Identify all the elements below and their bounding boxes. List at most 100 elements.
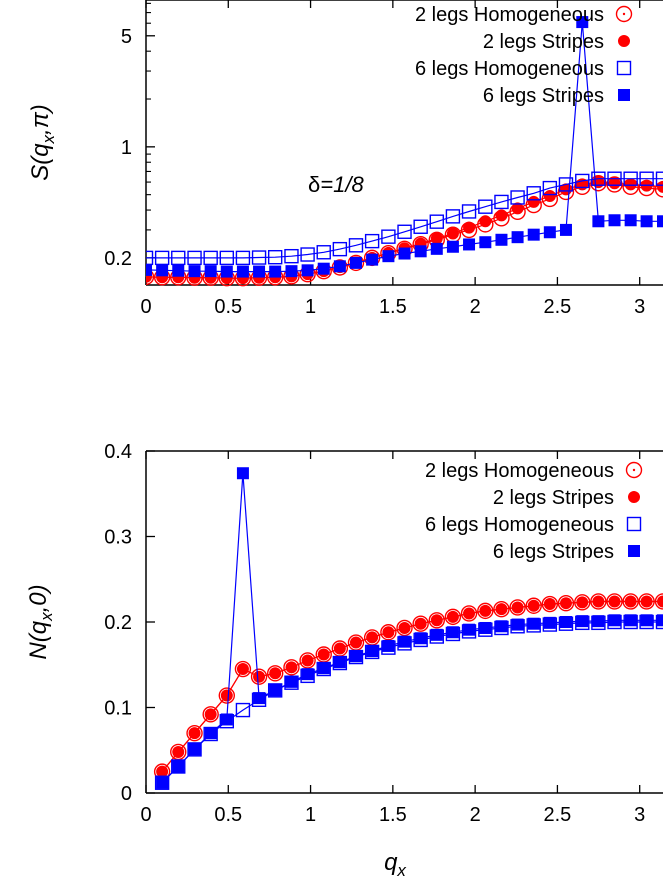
panel-2-series-4-point-5 — [236, 467, 249, 480]
panel-2-series-2-point-24 — [543, 598, 556, 611]
panel-1-series-4-point-22 — [495, 233, 508, 246]
panel-2-xlabel: qx — [384, 849, 406, 880]
panel-1-ytick-label-1: 1 — [121, 137, 132, 159]
panel-2-series-4-point-15 — [398, 635, 411, 648]
panel-2-series-2-point-5 — [236, 663, 249, 676]
panel-2-series-1-point-23 — [525, 597, 542, 614]
panel-2-series-1-point-9 — [299, 652, 316, 669]
panel-1-legend-marker-4 — [618, 89, 630, 101]
panel-2-ytick-label-1: 0.1 — [104, 698, 132, 720]
panel-2-series-2-point-14 — [382, 626, 395, 639]
panel-1-legend-marker-1 — [615, 5, 633, 23]
panel-2-legend-marker-1 — [625, 461, 643, 479]
panel-2-series-2-point-13 — [366, 631, 379, 644]
panel-2-series-2-point-1 — [172, 745, 185, 758]
panel-2-series-2-point-30 — [640, 595, 653, 608]
panel-1-series-3-point-28 — [591, 171, 606, 186]
panel-2-series-4-point-23 — [527, 617, 540, 630]
panel-1-series-4-point-5 — [220, 265, 233, 278]
panel-2-series-4-point-21 — [495, 620, 508, 633]
panel-2-ytick-label-3: 0.3 — [104, 527, 132, 549]
panel-2-legend-label-1: 2 legs Homogeneous — [425, 460, 614, 482]
panel-1-series-4-point-32 — [657, 215, 663, 228]
panel-2-xtick-label-6: 3 — [634, 804, 645, 826]
panel-2-series-4 — [156, 467, 663, 789]
panel-1-series-3-line — [146, 178, 663, 259]
panel-2-series-1-point-22 — [509, 599, 526, 616]
panel-1-series-3-point-26 — [558, 177, 574, 192]
panel-1-series-1-point-13 — [347, 254, 365, 272]
panel-2-legend: 2 legs Homogeneous 2 legs Stripes 6 legs H… — [425, 460, 643, 563]
panel-2-series-2-point-22 — [511, 601, 524, 614]
panel-2-ytick-label-2: 0.2 — [104, 612, 132, 634]
panel-2-series-2-point-20 — [479, 604, 492, 617]
panel-2-series-4-point-18 — [446, 626, 459, 639]
panel-1-series-3-point-15 — [381, 229, 396, 244]
panel-2-series-4-point-28 — [608, 614, 621, 627]
panel-1-series-2-point-21 — [479, 215, 492, 228]
panel-1-series-2-point-24 — [527, 195, 540, 208]
panel-2-series-4-point-8 — [285, 675, 298, 688]
panel-2-ylabel: N(qx,0) — [25, 584, 56, 659]
panel-1-ytick-label-0: 0.2 — [104, 248, 132, 270]
panel-1-series-4-point-30 — [624, 214, 637, 227]
panel-1-series-3-point-30 — [623, 171, 638, 186]
panel-1-legend-label-3: 6 legs Homogeneous — [415, 58, 604, 80]
panel-1-series-4-point-13 — [349, 256, 362, 269]
panel-2-series-4-point-7 — [269, 684, 282, 697]
panel-2-series-1-point-3 — [202, 706, 219, 723]
panel-2-series-4-point-29 — [624, 614, 637, 627]
panel-1-series-1-point-29 — [606, 176, 623, 193]
panel-2-xtick-label-4: 2 — [470, 804, 481, 826]
panel-2-series-1-point-15 — [396, 619, 413, 637]
panel-1-series-3-point-24 — [526, 186, 541, 201]
panel-1-legend-marker-1-dot — [622, 12, 626, 16]
panel-1-xtick-label-3: 1.5 — [379, 296, 407, 318]
panel-1: 0 0.5 1 1.5 2 2.5 3 0.2 1 5 S(qx,π) δ=1/8 2 legs Hom… — [27, 0, 663, 318]
panel-1-series-3-point-21 — [478, 199, 493, 214]
panel-1-series-3-point-17 — [413, 219, 428, 234]
panel-1-series-4-point-10 — [301, 264, 314, 277]
panel-1-series-3-point-11 — [316, 245, 331, 260]
panel-2-series-4-point-14 — [382, 639, 395, 652]
panel-1-series-3-point-32 — [655, 171, 663, 186]
panel-2-series-2-point-21 — [495, 603, 508, 616]
panel-1-series-4-point-16 — [398, 247, 411, 260]
panel-1-series-4-point-28 — [592, 215, 605, 228]
panel-2-series-1-point-8 — [283, 659, 300, 676]
panel-2-series-1-point-5 — [234, 660, 252, 678]
panel-1-series-3 — [146, 171, 663, 266]
panel-2-series-4-point-30 — [640, 614, 653, 627]
panel-1-series-3-point-7 — [251, 250, 267, 265]
panel-1-legend-marker-3 — [616, 60, 632, 76]
panel-2-series-1-point-6 — [250, 668, 268, 685]
panel-2-legend-label-4: 6 legs Stripes — [493, 541, 614, 563]
panel-1-series-3-point-19 — [445, 209, 461, 224]
panel-1-series-3-point-6 — [235, 250, 251, 266]
panel-1-series-3-point-4 — [203, 250, 218, 266]
panel-1-legend-label-2: 2 legs Stripes — [483, 31, 604, 53]
panel-1-series-4-point-25 — [543, 226, 556, 239]
panel-1-series-3-point-18 — [429, 214, 444, 229]
panel-1-series-4-point-4 — [204, 265, 217, 278]
panel-2-xtick-label-0: 0 — [140, 804, 151, 826]
panel-1-series-4-point-8 — [269, 265, 282, 278]
panel-2-series-1-point-16 — [412, 615, 429, 632]
panel-1-ylabel: S(qx,π) — [27, 104, 58, 181]
panel-2-series-1-point-4 — [218, 687, 236, 704]
panel-2-series-2-point-6 — [253, 670, 266, 683]
panel-2-legend-marker-3 — [626, 516, 642, 532]
panel-1-series-2-point-22 — [495, 209, 508, 222]
panel-2-series-4-point-12 — [349, 650, 362, 663]
panel-1-series-3-point-27 — [575, 173, 590, 189]
panel-2-series-3-point-7 — [267, 683, 283, 698]
panel-2-series-4-point-10 — [317, 662, 330, 675]
panel-1-series-3-point-10 — [300, 247, 315, 262]
panel-1-series-3-point-0 — [146, 250, 154, 266]
panel-1-legend: 2 legs Homogeneous 2 legs Stripes 6 legs H… — [415, 4, 633, 107]
panel-1-series-4-point-23 — [511, 231, 524, 244]
panel-1-ytick-label-2: 5 — [121, 26, 132, 48]
panel-1-series-4-point-18 — [430, 242, 443, 255]
panel-2-series-2 — [156, 595, 663, 778]
panel-2-series-4-point-9 — [301, 668, 314, 681]
